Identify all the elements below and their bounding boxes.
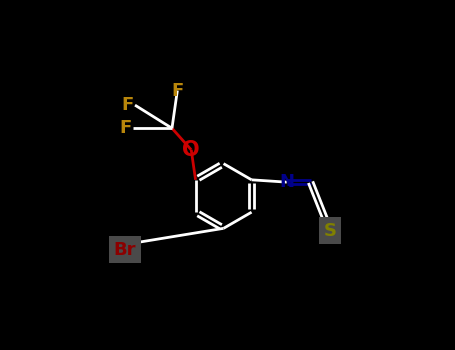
Text: Br: Br	[114, 241, 136, 259]
Text: O: O	[182, 140, 200, 160]
Text: N: N	[279, 173, 294, 191]
Text: S: S	[324, 222, 336, 240]
Text: F: F	[120, 119, 132, 137]
Text: F: F	[121, 96, 133, 114]
Text: F: F	[171, 82, 183, 99]
